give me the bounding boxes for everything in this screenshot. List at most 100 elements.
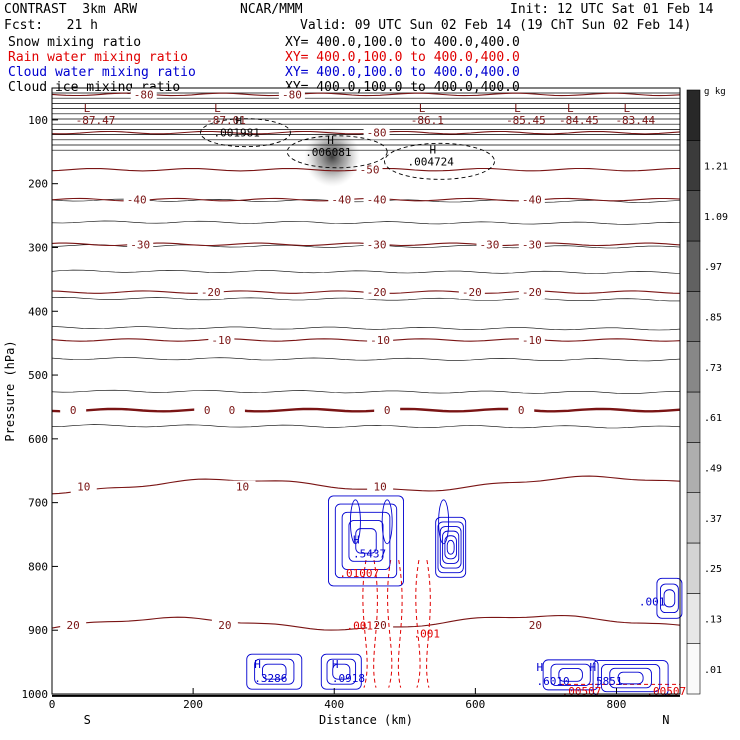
contour-label-bg [522, 619, 549, 633]
cloud-water-contour [435, 516, 467, 578]
cloud-water-high-value: .5437 [353, 548, 386, 561]
contour-label-bg [458, 286, 485, 300]
colorbar-label: .73 [704, 363, 722, 374]
y-axis-label: Pressure (hPa) [3, 340, 17, 441]
temperature-label: 20 [67, 619, 80, 632]
field-rain: Rain water mixing ratio [8, 50, 189, 65]
cloud-water-contour [600, 663, 661, 693]
contour-label-bg [476, 238, 503, 252]
field-snow: Snow mixing ratio [8, 35, 142, 50]
y-tick-label: 1000 [22, 688, 49, 701]
temperature-label: -10 [370, 334, 390, 347]
colorbar-segment [686, 643, 701, 695]
cloud-water-high-marker: H [353, 534, 360, 547]
plot-frame [51, 87, 681, 695]
temperature-label: -80 [367, 127, 387, 140]
cloud-water-contour [558, 667, 583, 682]
contour-label-bg [123, 193, 150, 207]
colorbar-label: .13 [704, 615, 722, 626]
colorbar-segment [686, 240, 701, 292]
temperature-label: 10 [373, 481, 386, 494]
cloud-ice-high-marker: H [327, 134, 334, 147]
forecast-hour: Fcst: 21 h [4, 18, 98, 33]
cloud-water-high-value: .0918 [332, 672, 365, 685]
cloud-water-high-marker: H [254, 658, 261, 671]
cloud-water-contour [446, 539, 455, 555]
cloud-water-contour [320, 653, 362, 690]
init-time: Init: 12 UTC Sat 01 Feb 14 [510, 2, 714, 17]
cloud-water-high-marker: H [332, 658, 339, 671]
cloud-ice-high-value: .004724 [408, 155, 455, 168]
colorbar-segment [686, 442, 701, 493]
field-cloud-water: Cloud water mixing ratio [8, 65, 196, 80]
upper-thin-contour [51, 326, 681, 331]
contour-label-bg [70, 480, 97, 494]
rain-value: .00507 [562, 685, 602, 698]
rain-value: .001 [346, 620, 373, 633]
x-tick-label: 800 [607, 698, 627, 711]
center-title: NCAR/MMM [240, 2, 303, 17]
contour-label-bg [367, 619, 394, 633]
cloud-water-contour [348, 520, 384, 562]
rain-contour [426, 559, 431, 688]
cloud-ice-high-value: .006081 [305, 146, 351, 159]
upper-thin-contour [51, 424, 681, 429]
cloud-water-contour [438, 499, 450, 545]
snow-low-value: -83.44 [615, 114, 655, 127]
snow-low-marker: L [623, 102, 630, 115]
colorbar-label: 1.21 [704, 162, 728, 173]
colorbar-segment [686, 140, 701, 191]
cloud-water-contour [262, 663, 287, 680]
upper-thin-contour [51, 389, 680, 394]
cloud-water-contour [332, 663, 351, 680]
temperature-label: -20 [201, 286, 221, 299]
temperature-label: 0 [384, 404, 391, 417]
temperature-label: -40 [367, 194, 387, 207]
north-label: N [662, 713, 669, 727]
snow-low-marker: L [84, 102, 91, 115]
rain-contour [387, 559, 393, 688]
temperature-label: 20 [529, 619, 542, 632]
temperature-label: -20 [367, 286, 387, 299]
contour-label-bg [518, 238, 545, 252]
valid-time: Valid: 09 UTC Sun 02 Feb 14 (19 ChT Sun … [300, 18, 692, 33]
y-tick-label: 200 [28, 178, 48, 191]
colorbar-label: .01 [704, 665, 722, 676]
contour-label-bg [518, 286, 545, 300]
y-tick-label: 100 [28, 114, 48, 127]
x-tick-label: 0 [49, 698, 56, 711]
contour-label-bg [363, 238, 390, 252]
y-tick-label: 800 [28, 560, 48, 573]
colorbar-segment [686, 593, 701, 644]
field-snow-xy: XY= 400.0,100.0 to 400.0,400.0 [285, 35, 520, 50]
cloud-water-contour [444, 535, 457, 560]
contour-label-bg [518, 193, 545, 207]
colorbar-label: 1.09 [704, 212, 728, 223]
cloud-ice-high-marker: H [235, 115, 242, 128]
contour-label-bg [328, 193, 355, 207]
cloud-ice-contour [384, 142, 495, 180]
contour-label-bg [60, 619, 87, 633]
contour-label-bg [211, 619, 238, 633]
contour-label-bg [363, 286, 390, 300]
colorbar-segment [686, 391, 701, 443]
cloud-water-contour [381, 499, 393, 545]
cloud-water-contour [349, 499, 361, 545]
temperature-label: 0 [204, 404, 211, 417]
cloud-water-contour [660, 583, 679, 614]
temperature-label: 0 [70, 404, 77, 417]
cloud-water-contour [550, 663, 591, 687]
temperature-label: -20 [522, 286, 542, 299]
cloud-water-contour [326, 658, 357, 685]
temperature-label: 20 [373, 619, 386, 632]
cloud-water-high-marker: H [537, 661, 544, 674]
temperature-label: -40 [522, 194, 542, 207]
contour-label-bg [278, 88, 305, 102]
colorbar-label: .25 [704, 564, 722, 575]
cloud-water-high-value: .5851 [589, 675, 622, 688]
field-cloud-water-xy: XY= 400.0,100.0 to 400.0,400.0 [285, 65, 520, 80]
contour-label-bg [518, 333, 545, 347]
colorbar-segment [686, 341, 701, 393]
cloud-water-contour [663, 589, 676, 608]
colorbar-label: .97 [704, 262, 722, 273]
